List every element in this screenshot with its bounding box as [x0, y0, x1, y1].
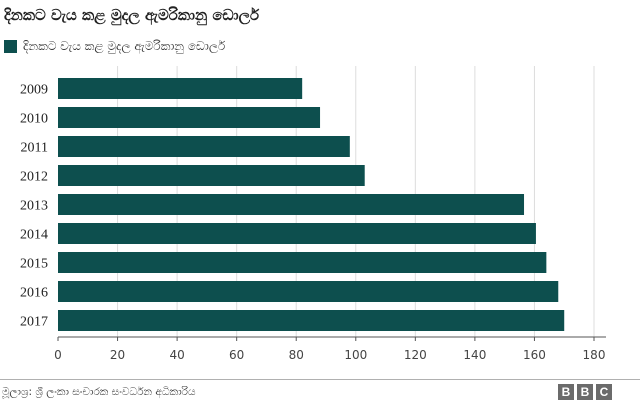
y-tick-label: 2016 [20, 286, 48, 301]
bar [58, 136, 350, 157]
y-tick-label: 2017 [20, 315, 48, 330]
bar [58, 310, 565, 331]
x-tick-label: 60 [229, 348, 244, 362]
logo-letter: C [596, 384, 612, 400]
logo-letter: B [558, 384, 574, 400]
bar [58, 78, 303, 99]
bar [58, 252, 547, 273]
legend-swatch [4, 39, 17, 53]
y-tick-label: 2015 [20, 257, 48, 272]
x-tick-label: 100 [344, 348, 367, 362]
x-tick-label: 80 [289, 348, 304, 362]
logo-letter: B [577, 384, 593, 400]
bar [58, 194, 525, 215]
y-tick-label: 2011 [21, 141, 48, 156]
legend-label: දිනකට වැය කළ මුදල ඇමරිකානු ඩොලර් [23, 38, 226, 53]
bar-chart: 2009 2010 2011 2012 2013 2014 2015 2016 2017 0 20 4… [20, 66, 606, 362]
bar [58, 165, 365, 186]
bar [58, 223, 536, 244]
chart-title: දිනකට වැය කළ මුදල ඇමරිකානු ඩොලර් [4, 6, 260, 24]
bbc-logo: B B C [558, 384, 612, 400]
y-tick-label: 2012 [20, 170, 48, 185]
x-tick-label: 0 [54, 348, 62, 362]
x-tick-label: 140 [463, 348, 486, 362]
x-tick-label: 180 [583, 348, 606, 362]
x-tick-label: 20 [110, 348, 125, 362]
bar [58, 281, 559, 302]
y-tick-label: 2013 [20, 199, 48, 214]
y-tick-label: 2009 [20, 83, 48, 98]
x-tick-label: 40 [169, 348, 184, 362]
footer-divider [0, 379, 640, 380]
y-tick-label: 2014 [20, 228, 48, 243]
legend: දිනකට වැය කළ මුදල ඇමරිකානු ඩොලර් [4, 38, 225, 54]
x-tick-label: 120 [404, 348, 427, 362]
y-tick-label: 2010 [20, 112, 48, 127]
source-note: මූලාශ්‍ර: ශ්‍රී ලංකා සංචාරක සංවර්ධන අධික… [2, 386, 196, 398]
bar [58, 107, 321, 128]
x-tick-label: 160 [523, 348, 546, 362]
